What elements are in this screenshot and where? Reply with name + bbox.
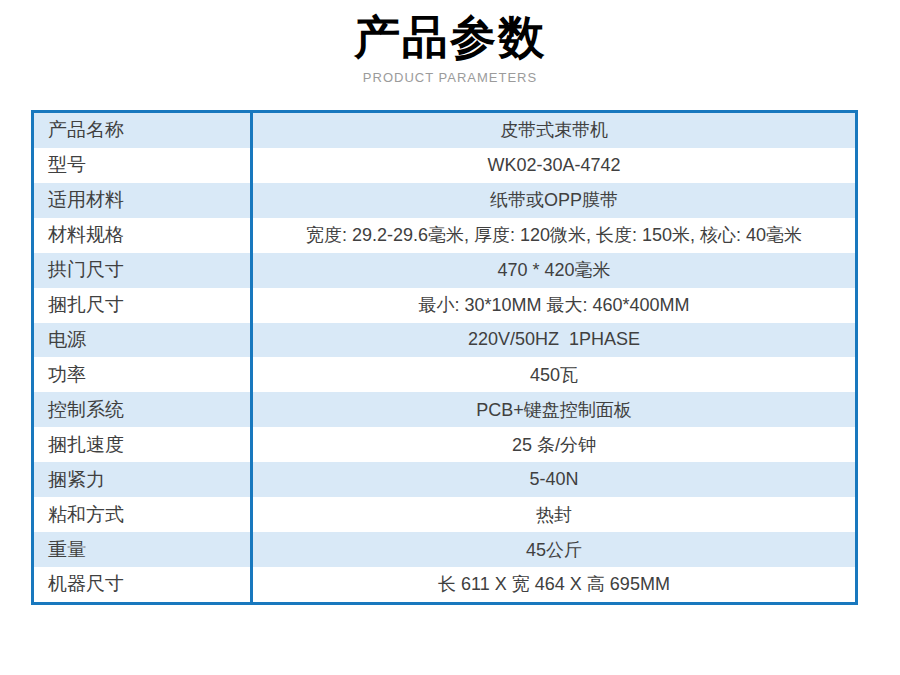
- page-subtitle: PRODUCT PARAMETERS: [0, 70, 900, 85]
- header: 产品参数 PRODUCT PARAMETERS: [0, 12, 900, 85]
- row-value: 宽度: 29.2-29.6毫米, 厚度: 120微米, 长度: 150米, 核心…: [250, 218, 855, 253]
- row-value: 470 * 420毫米: [250, 253, 855, 288]
- row-value: WK02-30A-4742: [250, 148, 855, 183]
- table-row: 拱门尺寸 470 * 420毫米: [34, 253, 855, 288]
- table-row: 材料规格 宽度: 29.2-29.6毫米, 厚度: 120微米, 长度: 150…: [34, 218, 855, 253]
- row-label: 重量: [34, 532, 250, 567]
- row-label: 电源: [34, 323, 250, 358]
- table-row: 捆紧力 5-40N: [34, 462, 855, 497]
- row-label: 捆扎尺寸: [34, 288, 250, 323]
- row-value: 5-40N: [250, 462, 855, 497]
- table-row: 粘和方式 热封: [34, 497, 855, 532]
- row-label: 控制系统: [34, 392, 250, 427]
- row-label: 粘和方式: [34, 497, 250, 532]
- table-row: 机器尺寸 长 611 X 宽 464 X 高 695MM: [34, 567, 855, 602]
- row-value: 220V/50HZ 1PHASE: [250, 323, 855, 358]
- table-row: 控制系统 PCB+键盘控制面板: [34, 392, 855, 427]
- row-label: 材料规格: [34, 218, 250, 253]
- table-row: 电源 220V/50HZ 1PHASE: [34, 323, 855, 358]
- row-value: PCB+键盘控制面板: [250, 392, 855, 427]
- row-value: 长 611 X 宽 464 X 高 695MM: [250, 567, 855, 602]
- table-row: 捆扎尺寸 最小: 30*10MM 最大: 460*400MM: [34, 288, 855, 323]
- row-value: 45公斤: [250, 532, 855, 567]
- row-value: 25 条/分钟: [250, 427, 855, 462]
- row-label: 适用材料: [34, 183, 250, 218]
- page-title: 产品参数: [0, 12, 900, 63]
- row-value: 纸带或OPP膜带: [250, 183, 855, 218]
- row-value: 皮带式束带机: [250, 113, 855, 148]
- row-label: 拱门尺寸: [34, 253, 250, 288]
- table-row: 产品名称 皮带式束带机: [34, 113, 855, 148]
- row-label: 捆紧力: [34, 462, 250, 497]
- row-label: 型号: [34, 148, 250, 183]
- row-label: 产品名称: [34, 113, 250, 148]
- row-label: 捆扎速度: [34, 427, 250, 462]
- spec-table: 产品名称 皮带式束带机 型号 WK02-30A-4742 适用材料 纸带或OPP…: [31, 110, 858, 605]
- row-label: 机器尺寸: [34, 567, 250, 602]
- row-value: 450瓦: [250, 357, 855, 392]
- product-parameters-page: 产品参数 PRODUCT PARAMETERS 产品名称 皮带式束带机 型号 W…: [0, 0, 900, 675]
- table-row: 适用材料 纸带或OPP膜带: [34, 183, 855, 218]
- table-row: 重量 45公斤: [34, 532, 855, 567]
- table-row: 型号 WK02-30A-4742: [34, 148, 855, 183]
- row-value: 最小: 30*10MM 最大: 460*400MM: [250, 288, 855, 323]
- row-value: 热封: [250, 497, 855, 532]
- table-row: 捆扎速度 25 条/分钟: [34, 427, 855, 462]
- table-row: 功率 450瓦: [34, 357, 855, 392]
- row-label: 功率: [34, 357, 250, 392]
